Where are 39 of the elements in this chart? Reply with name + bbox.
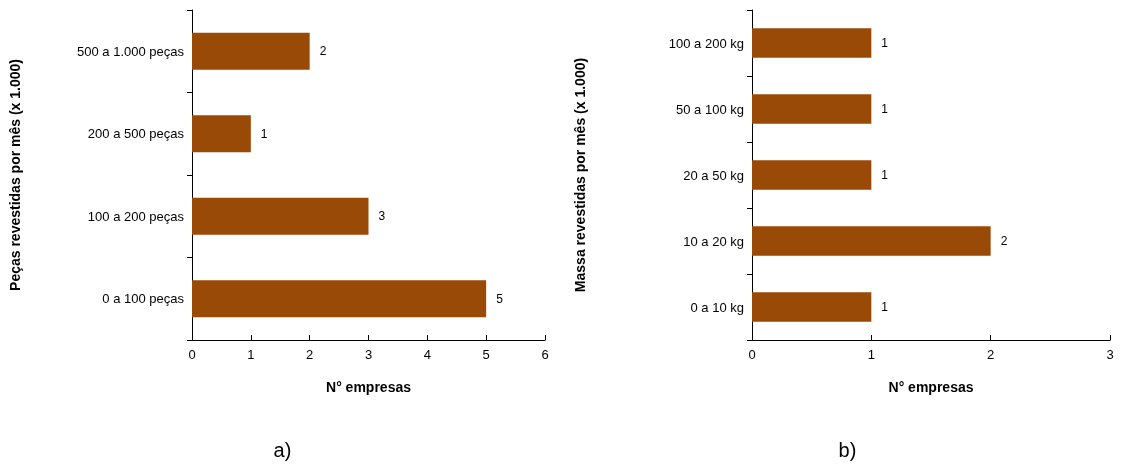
x-tick-label: 4 (423, 347, 431, 362)
bar (192, 115, 251, 153)
data-label: 1 (260, 126, 268, 141)
y-axis-title: Massa revestidas por mês (x 1.000) (572, 57, 588, 293)
x-tick-label: 1 (247, 347, 255, 362)
bar (192, 280, 487, 318)
x-tick-label: 6 (541, 347, 549, 362)
x-axis-title: N° empresas (888, 379, 974, 395)
x-tick-label: 2 (987, 347, 995, 362)
data-label: 5 (496, 291, 504, 306)
x-tick-label: 2 (306, 347, 314, 362)
y-tick-label: 50 a 100 kg (676, 101, 744, 117)
x-tick-label: 5 (482, 347, 490, 362)
text: a) (273, 439, 292, 461)
y-tick-label: 500 a 1.000 peças (77, 43, 185, 59)
data-label: 1 (881, 300, 889, 314)
y-tick-label: 20 a 50 kg (683, 167, 744, 183)
data-label: 1 (881, 36, 889, 50)
data-label: 1 (881, 102, 889, 116)
bar (192, 32, 310, 70)
data-label: 1 (881, 168, 889, 182)
y-tick-label: 0 a 100 peças (102, 291, 185, 307)
x-tick-label: 3 (1106, 347, 1114, 362)
text: b) (838, 439, 857, 461)
y-axis-title: Peças revestidas por mês (x 1.000) (7, 59, 23, 291)
x-tick-label: 1 (867, 347, 875, 362)
data-label: 2 (319, 44, 327, 59)
x-tick-label: 0 (188, 347, 196, 362)
y-tick-label: 0 a 10 kg (690, 299, 744, 315)
y-tick-label: 200 a 500 peças (87, 126, 185, 142)
x-tick-label: 3 (364, 347, 373, 362)
x-tick-label: 0 (748, 347, 756, 362)
y-tick-label: 100 a 200 peças (87, 208, 185, 224)
y-tick-label: 100 a 200 kg (668, 35, 744, 51)
y-tick-label: 10 a 20 kg (683, 233, 744, 249)
data-label: 3 (378, 209, 386, 224)
data-label: 2 (1000, 234, 1008, 248)
bar (192, 197, 369, 235)
x-axis-title: N° empresas (326, 379, 412, 395)
